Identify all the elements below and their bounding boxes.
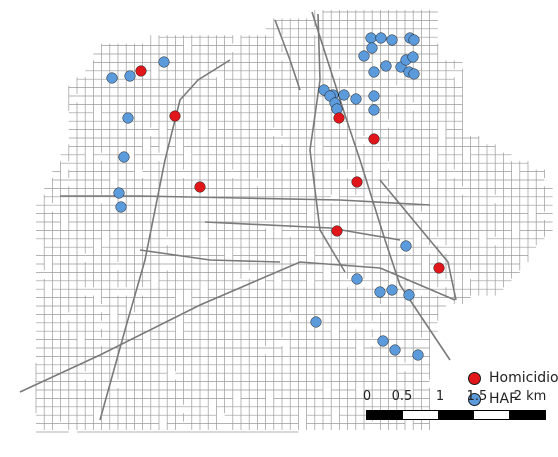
major-road-6 <box>204 221 401 241</box>
haf-point-28 <box>118 151 130 163</box>
major-road-9 <box>379 179 457 301</box>
haf-point-7 <box>358 50 370 62</box>
haf-point-19 <box>338 89 350 101</box>
homicidio-point-8 <box>433 262 445 274</box>
haf-point-14 <box>407 51 419 63</box>
haf-point-20 <box>331 103 343 115</box>
homicidio-point-7 <box>331 225 343 237</box>
scale-bar <box>366 410 546 420</box>
haf-point-22 <box>368 90 380 102</box>
major-road-3 <box>99 59 231 421</box>
haf-point-4 <box>366 42 378 54</box>
haf-point-35 <box>403 289 415 301</box>
haf-point-25 <box>124 70 136 82</box>
legend-haf-label: HAF <box>489 391 518 407</box>
homicidio-point-6 <box>351 176 363 188</box>
scale-tick-3: 1.5 <box>466 389 488 404</box>
scale-tick-4: 2 km <box>513 389 547 404</box>
haf-point-8 <box>380 60 392 72</box>
major-road-2 <box>19 261 456 393</box>
haf-point-38 <box>389 344 401 356</box>
haf-point-21 <box>350 93 362 105</box>
homicidio-points <box>135 65 445 274</box>
scale-tick-0: 0 <box>362 389 372 404</box>
major-road-4 <box>309 13 346 273</box>
haf-point-36 <box>310 316 322 328</box>
major-road-1 <box>311 11 451 361</box>
haf-point-26 <box>158 56 170 68</box>
homicidio-point-3 <box>333 112 345 124</box>
homicidio-swatch-icon <box>468 371 481 385</box>
haf-point-31 <box>400 240 412 252</box>
major-roads <box>19 11 457 421</box>
haf-swatch-icon <box>468 392 481 406</box>
haf-point-32 <box>351 273 363 285</box>
homicidio-point-2 <box>169 110 181 122</box>
haf-point-2 <box>375 32 387 44</box>
haf-point-6 <box>408 34 420 46</box>
haf-point-33 <box>374 286 386 298</box>
haf-point-29 <box>113 187 125 199</box>
major-road-8 <box>139 249 281 263</box>
major-road-5 <box>60 195 431 206</box>
haf-point-34 <box>386 284 398 296</box>
legend-homicidio: Homicidio <box>468 370 558 386</box>
haf-point-23 <box>368 104 380 116</box>
haf-point-39 <box>412 349 424 361</box>
haf-point-12 <box>408 68 420 80</box>
haf-point-13 <box>368 66 380 78</box>
legend-homicidio-label: Homicidio <box>489 370 558 386</box>
homicidio-point-1 <box>135 65 147 77</box>
scale-tick-2: 1 <box>435 389 445 404</box>
haf-point-24 <box>106 72 118 84</box>
scale-tick-1: 0.5 <box>391 389 413 404</box>
haf-point-37 <box>377 335 389 347</box>
haf-point-27 <box>122 112 134 124</box>
homicidio-point-4 <box>368 133 380 145</box>
haf-point-3 <box>386 34 398 46</box>
haf-point-1 <box>365 32 377 44</box>
homicidio-point-5 <box>194 181 206 193</box>
major-road-7 <box>274 19 301 91</box>
haf-points <box>106 32 424 361</box>
haf-point-30 <box>115 201 127 213</box>
legend-haf: HAF <box>468 391 517 407</box>
